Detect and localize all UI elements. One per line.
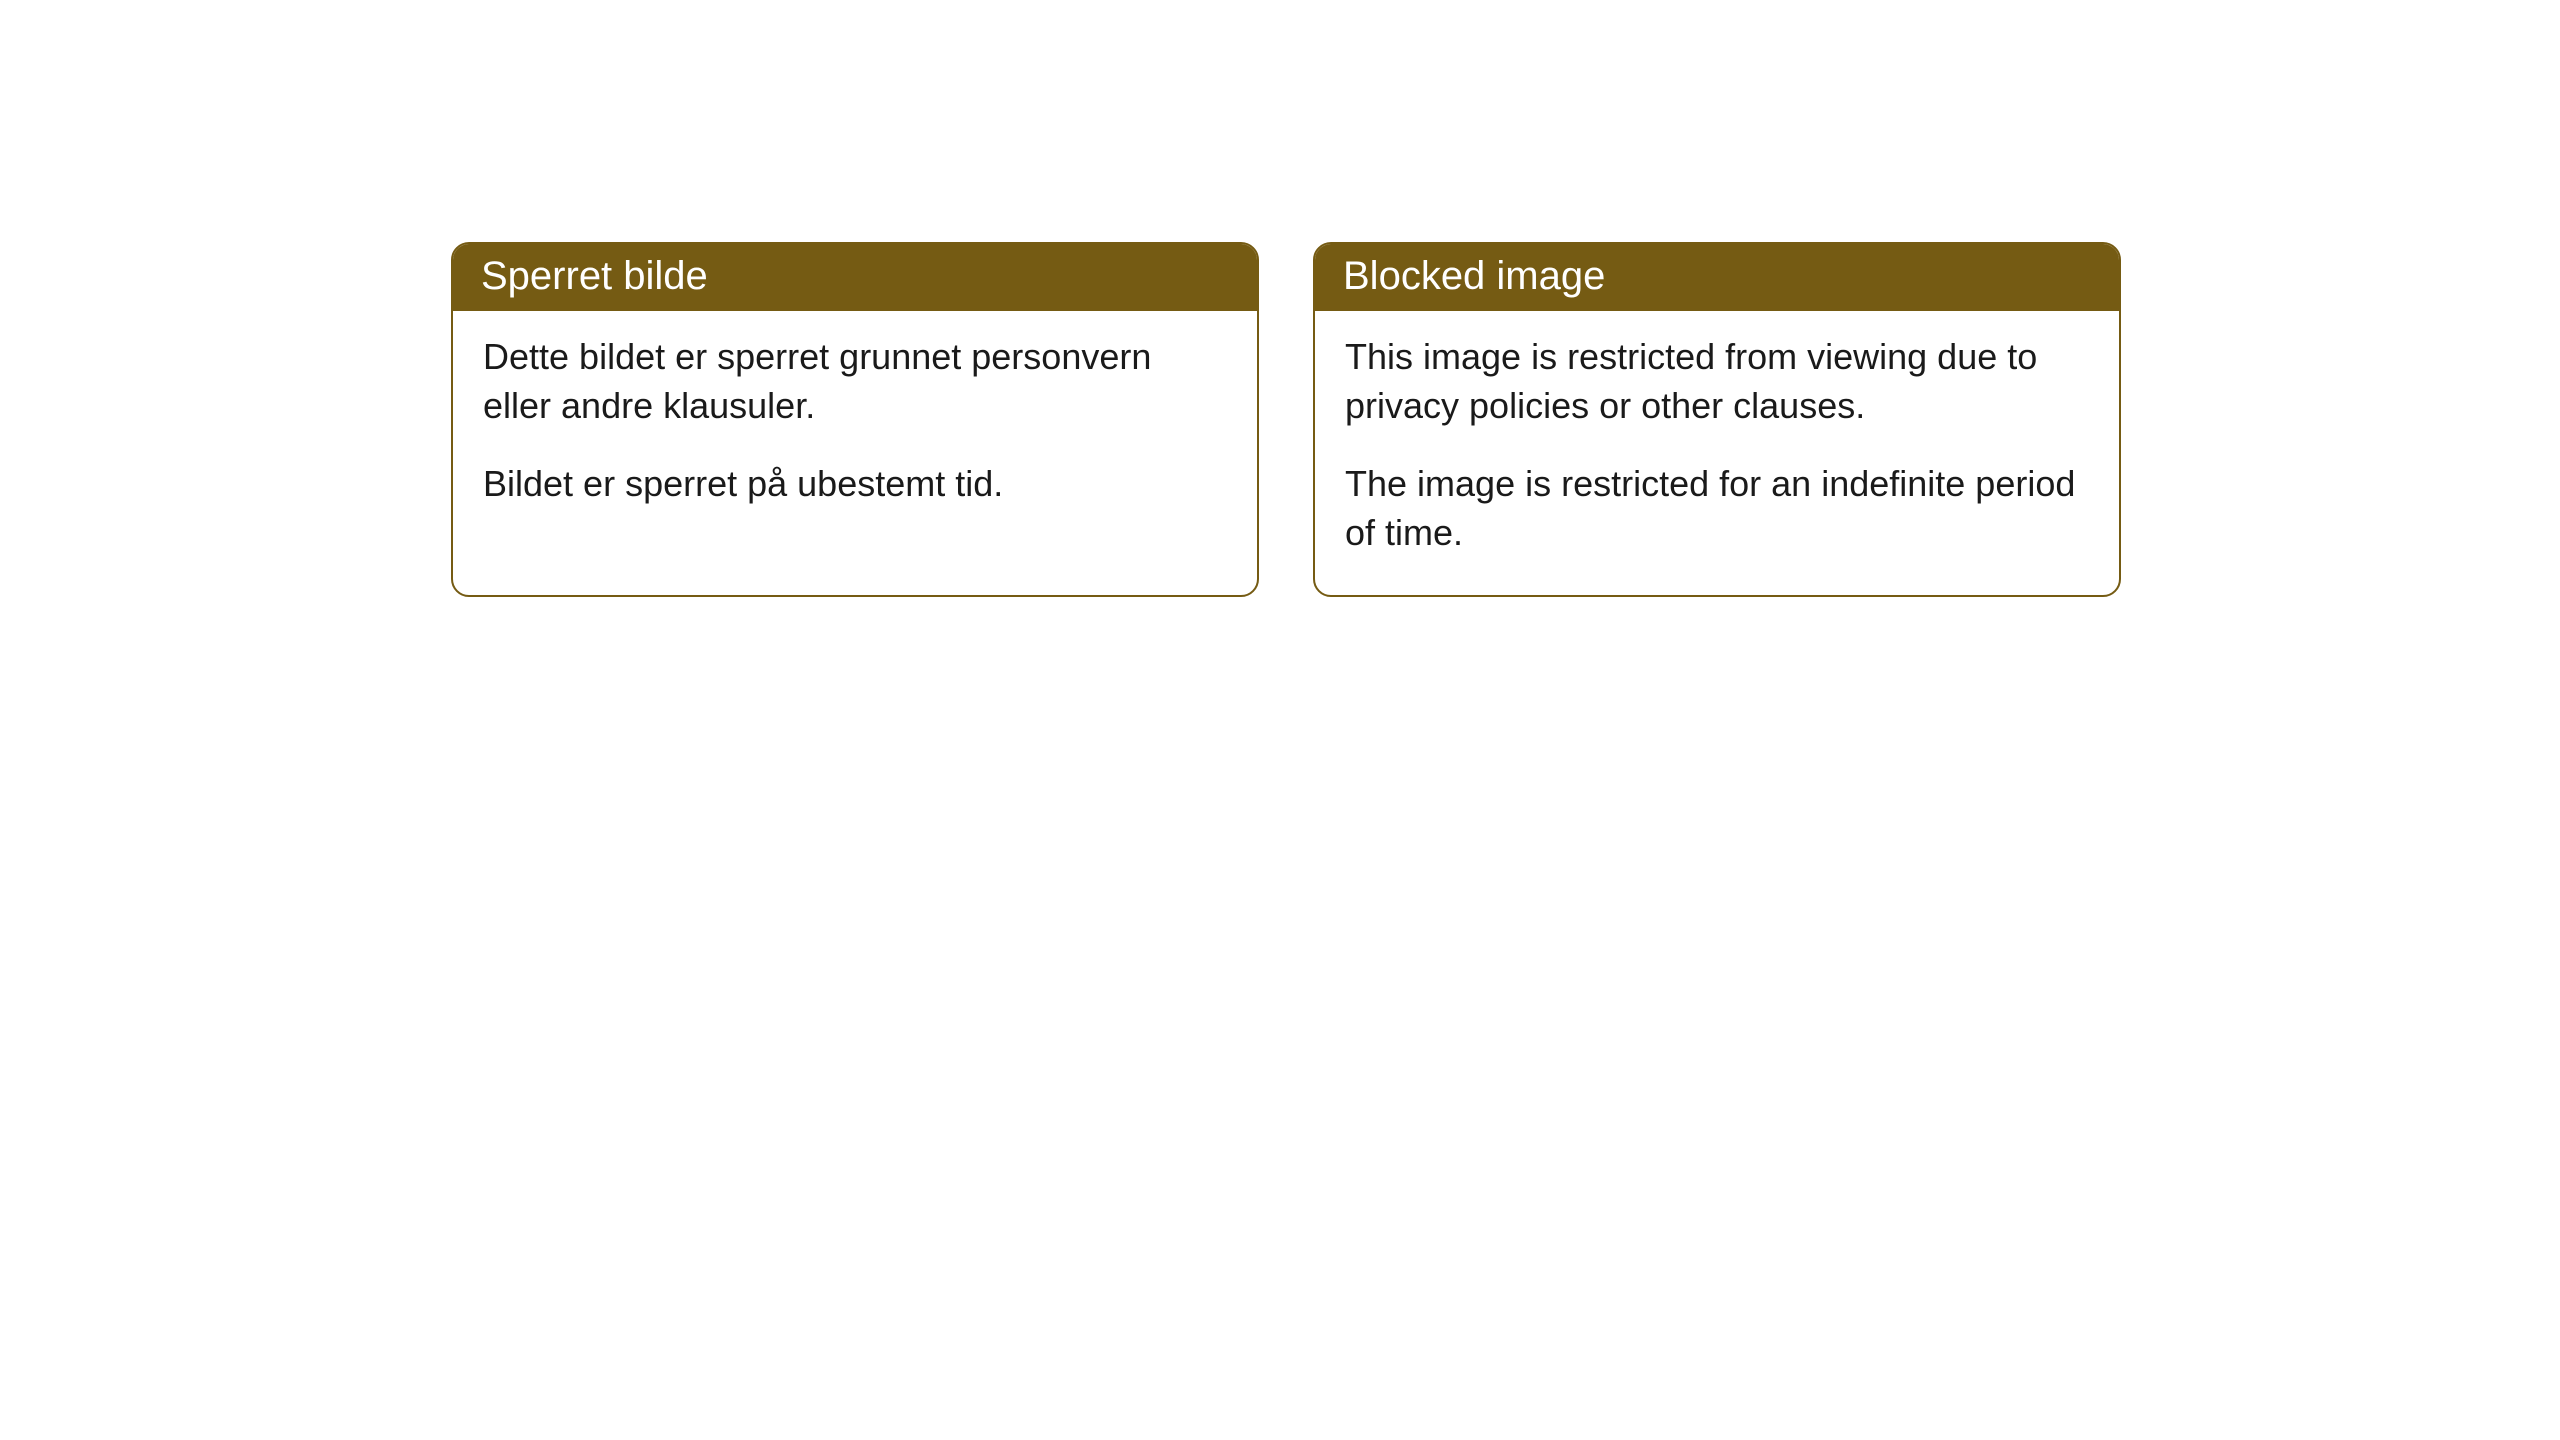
notice-card-norwegian: Sperret bilde Dette bildet er sperret gr… (451, 242, 1259, 597)
card-text-paragraph: This image is restricted from viewing du… (1345, 333, 2089, 430)
card-header-norwegian: Sperret bilde (453, 244, 1257, 311)
card-body-english: This image is restricted from viewing du… (1315, 311, 2119, 595)
card-text-paragraph: The image is restricted for an indefinit… (1345, 460, 2089, 557)
card-header-english: Blocked image (1315, 244, 2119, 311)
card-text-paragraph: Dette bildet er sperret grunnet personve… (483, 333, 1227, 430)
card-text-paragraph: Bildet er sperret på ubestemt tid. (483, 460, 1227, 509)
notice-cards-container: Sperret bilde Dette bildet er sperret gr… (451, 242, 2121, 597)
notice-card-english: Blocked image This image is restricted f… (1313, 242, 2121, 597)
card-body-norwegian: Dette bildet er sperret grunnet personve… (453, 311, 1257, 547)
